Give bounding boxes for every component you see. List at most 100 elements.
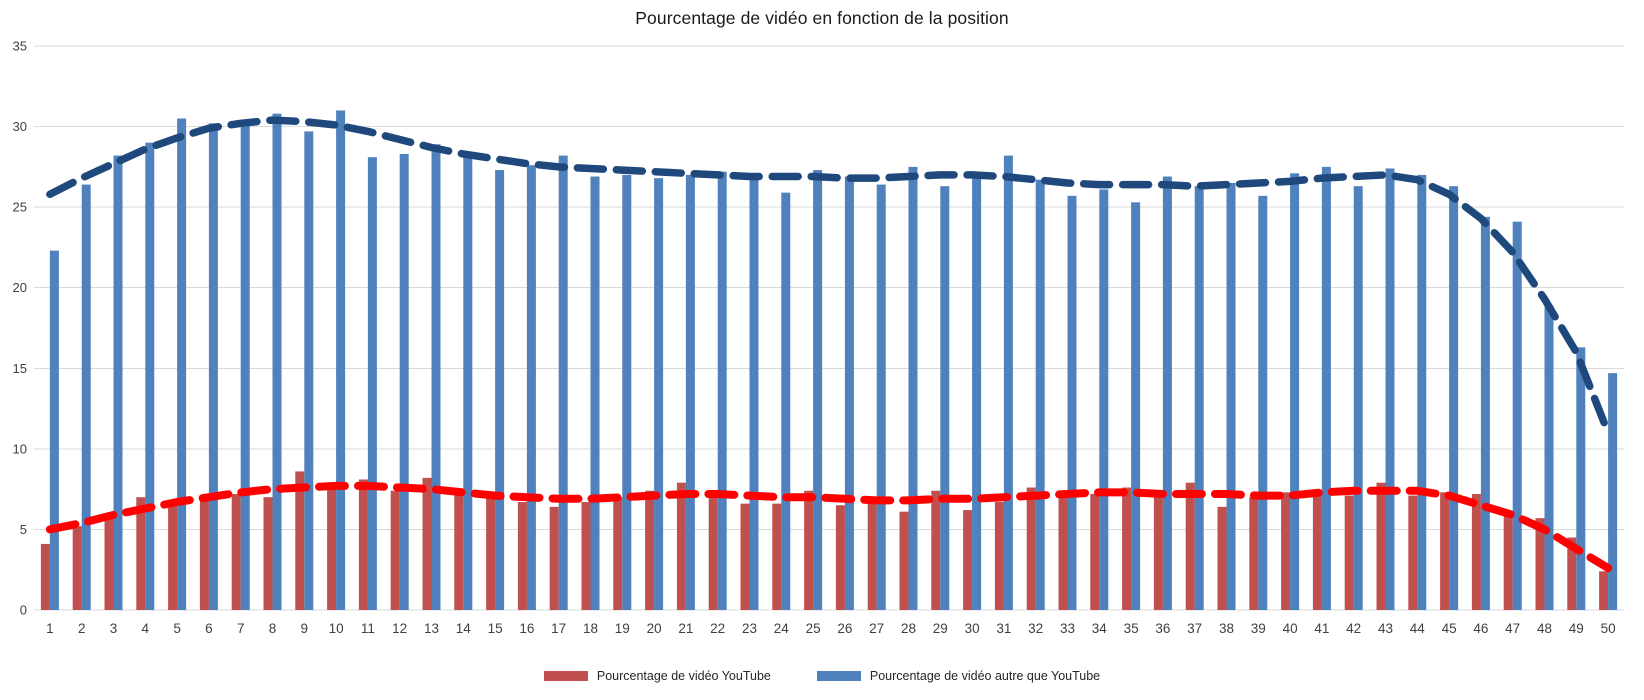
bar (1376, 482, 1386, 610)
x-tick-label: 4 (142, 621, 150, 636)
x-tick-label: 31 (996, 621, 1011, 636)
x-tick-label: 12 (392, 621, 407, 636)
bar (813, 170, 823, 610)
bar (685, 174, 695, 610)
bars-other (49, 110, 1618, 611)
bar (208, 123, 218, 610)
x-tick-label: 32 (1028, 621, 1043, 636)
legend-label-other: Pourcentage de vidéo autre que YouTube (869, 669, 1101, 683)
bar (708, 492, 718, 610)
bar (1258, 195, 1268, 611)
bar (1312, 493, 1322, 610)
bar (517, 502, 527, 610)
bar (454, 493, 464, 610)
x-tick-label: 6 (205, 621, 213, 636)
x-tick-label: 44 (1410, 621, 1426, 636)
x-tick-label: 25 (806, 621, 821, 636)
x-tick-label: 38 (1219, 621, 1234, 636)
bar (1417, 174, 1427, 610)
trend-line-other (46, 116, 1612, 437)
bar (1035, 179, 1045, 610)
bar (327, 484, 337, 610)
x-tick-label: 2 (78, 621, 86, 636)
bar (49, 250, 59, 610)
y-tick-label: 30 (13, 119, 27, 134)
bar (1512, 221, 1522, 610)
x-tick-label: 42 (1346, 621, 1361, 636)
bar (1567, 537, 1577, 610)
bar (145, 142, 155, 610)
bar (994, 502, 1004, 610)
x-tick-label: 8 (269, 621, 277, 636)
bar (835, 505, 845, 610)
x-tick-label: 45 (1442, 621, 1457, 636)
x-tick-label: 7 (237, 621, 245, 636)
y-tick-label: 10 (13, 441, 27, 456)
x-tick-label: 15 (488, 621, 503, 636)
y-tick-label: 15 (13, 361, 27, 376)
bar (972, 173, 982, 611)
x-tick-label: 36 (1155, 621, 1170, 636)
bar (358, 479, 368, 610)
bar (304, 131, 314, 610)
bar (1599, 571, 1609, 610)
x-tick-label: 14 (456, 621, 472, 636)
x-tick-label: 33 (1060, 621, 1075, 636)
x-tick-label: 26 (837, 621, 852, 636)
y-axis-labels: 0 5 10 15 20 25 30 35 (13, 39, 27, 618)
bar (908, 166, 918, 611)
bar (717, 171, 727, 610)
bars-youtube (40, 471, 1609, 610)
bar (231, 493, 241, 610)
bar (495, 170, 505, 610)
bar (1194, 186, 1204, 610)
y-tick-label: 0 (20, 603, 27, 618)
bar (526, 165, 536, 610)
x-tick-label: 27 (869, 621, 884, 636)
trend-line-youtube (45, 481, 1613, 573)
x-tick-label: 16 (519, 621, 534, 636)
y-tick-label: 25 (13, 200, 27, 215)
x-tick-label: 20 (647, 621, 662, 636)
bar (1090, 493, 1100, 610)
x-tick-label: 29 (933, 621, 948, 636)
bar (1449, 186, 1459, 610)
bar (1249, 497, 1259, 610)
bar (1122, 487, 1132, 610)
bar (40, 543, 50, 610)
x-tick-label: 50 (1601, 621, 1616, 636)
bar (81, 184, 91, 610)
x-tick-label: 18 (583, 621, 598, 636)
bar (1226, 182, 1236, 610)
bar (168, 505, 178, 610)
x-tick-label: 9 (301, 621, 309, 636)
bar (772, 503, 782, 610)
bar (867, 503, 877, 610)
bar (399, 153, 409, 610)
bar (390, 490, 400, 610)
bar (940, 186, 950, 610)
bar (199, 497, 209, 610)
bar (1608, 373, 1618, 610)
x-tick-label: 35 (1124, 621, 1139, 636)
bar (72, 526, 82, 610)
bar (931, 490, 941, 610)
bar (104, 516, 114, 610)
bar (272, 113, 282, 611)
y-tick-label: 5 (20, 522, 27, 537)
bar (1058, 495, 1068, 610)
bar (422, 477, 432, 610)
bar (1353, 186, 1363, 610)
bar (590, 176, 600, 610)
y-tick-label: 35 (13, 39, 27, 54)
bar (1162, 176, 1172, 610)
bar (1544, 305, 1554, 610)
legend-swatch-youtube (543, 671, 588, 681)
legend-item-youtube: Pourcentage de vidéo YouTube (543, 669, 771, 683)
bar (1281, 492, 1291, 610)
legend-label-youtube: Pourcentage de vidéo YouTube (596, 669, 771, 683)
x-tick-label: 39 (1251, 621, 1266, 636)
bar (1385, 168, 1395, 610)
bar (336, 110, 346, 611)
